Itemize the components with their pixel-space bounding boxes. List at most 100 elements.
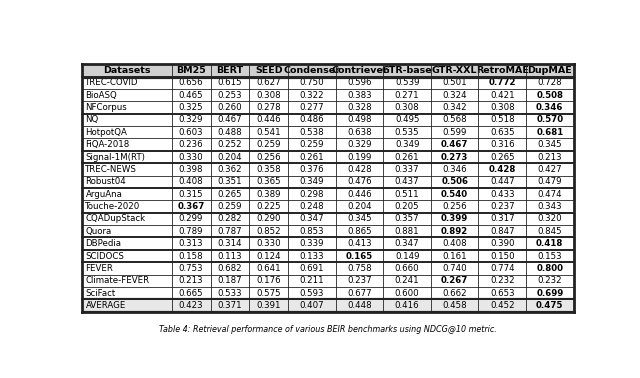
Text: 0.322: 0.322 <box>300 91 324 100</box>
Text: 0.267: 0.267 <box>441 276 468 285</box>
Text: 0.660: 0.660 <box>395 264 419 273</box>
Text: 0.627: 0.627 <box>257 78 281 87</box>
Text: 0.465: 0.465 <box>179 91 204 100</box>
Text: 0.367: 0.367 <box>177 202 205 211</box>
Text: 0.204: 0.204 <box>218 153 243 161</box>
Text: 0.428: 0.428 <box>488 165 516 174</box>
Text: 0.328: 0.328 <box>348 103 372 112</box>
Text: 0.315: 0.315 <box>179 190 204 199</box>
Text: 0.371: 0.371 <box>218 301 243 310</box>
Text: 0.165: 0.165 <box>346 251 373 260</box>
Text: 0.204: 0.204 <box>348 202 372 211</box>
Text: BM25: BM25 <box>176 66 206 75</box>
Text: 0.677: 0.677 <box>348 289 372 297</box>
Text: 0.308: 0.308 <box>490 103 515 112</box>
Text: 0.213: 0.213 <box>538 153 562 161</box>
Text: 0.347: 0.347 <box>300 214 324 223</box>
Text: CQADupStack: CQADupStack <box>86 214 145 223</box>
Text: 0.314: 0.314 <box>218 239 243 248</box>
Text: 0.408: 0.408 <box>442 239 467 248</box>
Text: Condenser: Condenser <box>284 66 340 75</box>
Text: Climate-FEVER: Climate-FEVER <box>86 276 150 285</box>
Text: 0.256: 0.256 <box>257 153 281 161</box>
Text: 0.638: 0.638 <box>348 128 372 137</box>
Text: 0.433: 0.433 <box>490 190 515 199</box>
Text: 0.265: 0.265 <box>490 153 515 161</box>
Text: 0.511: 0.511 <box>395 190 419 199</box>
Text: 0.600: 0.600 <box>395 289 419 297</box>
Text: GTR-base: GTR-base <box>382 66 433 75</box>
Text: 0.506: 0.506 <box>441 177 468 186</box>
Bar <box>83 64 573 77</box>
Text: 0.273: 0.273 <box>441 153 468 161</box>
Text: 0.298: 0.298 <box>300 190 324 199</box>
Text: 0.437: 0.437 <box>395 177 419 186</box>
Text: 0.225: 0.225 <box>257 202 281 211</box>
Text: 0.308: 0.308 <box>395 103 419 112</box>
Text: 0.365: 0.365 <box>257 177 281 186</box>
Text: 0.421: 0.421 <box>490 91 515 100</box>
Text: TREC-COVID: TREC-COVID <box>86 78 139 87</box>
Text: 0.199: 0.199 <box>348 153 372 161</box>
Text: 0.847: 0.847 <box>490 227 515 236</box>
Text: SEED: SEED <box>255 66 283 75</box>
Text: 0.161: 0.161 <box>442 251 467 260</box>
Text: 0.124: 0.124 <box>257 251 281 260</box>
Text: 0.313: 0.313 <box>179 239 204 248</box>
Text: 0.635: 0.635 <box>490 128 515 137</box>
Text: 0.259: 0.259 <box>218 202 242 211</box>
Text: 0.330: 0.330 <box>257 239 281 248</box>
Text: GTR-XXL: GTR-XXL <box>432 66 477 75</box>
Text: 0.362: 0.362 <box>218 165 243 174</box>
Text: 0.256: 0.256 <box>442 202 467 211</box>
Text: 0.641: 0.641 <box>257 264 281 273</box>
Text: 0.535: 0.535 <box>395 128 419 137</box>
Text: Quora: Quora <box>86 227 112 236</box>
Text: 0.446: 0.446 <box>348 190 372 199</box>
Text: RetroMAE: RetroMAE <box>476 66 529 75</box>
Text: 0.213: 0.213 <box>179 276 204 285</box>
Text: 0.758: 0.758 <box>348 264 372 273</box>
Text: 0.390: 0.390 <box>490 239 515 248</box>
Text: 0.330: 0.330 <box>179 153 204 161</box>
Text: 0.772: 0.772 <box>488 78 516 87</box>
Text: 0.852: 0.852 <box>257 227 281 236</box>
Text: NQ: NQ <box>86 115 99 124</box>
Text: 0.346: 0.346 <box>442 165 467 174</box>
Text: BERT: BERT <box>216 66 243 75</box>
Text: 0.259: 0.259 <box>300 140 324 149</box>
Text: ArguAna: ArguAna <box>86 190 122 199</box>
Text: 0.498: 0.498 <box>348 115 372 124</box>
Text: 0.205: 0.205 <box>395 202 419 211</box>
Text: 0.150: 0.150 <box>490 251 515 260</box>
Text: 0.329: 0.329 <box>179 115 204 124</box>
Text: 0.458: 0.458 <box>442 301 467 310</box>
Text: 0.427: 0.427 <box>538 165 562 174</box>
Text: 0.357: 0.357 <box>395 214 419 223</box>
Text: Datasets: Datasets <box>103 66 151 75</box>
Text: HotpotQA: HotpotQA <box>86 128 127 137</box>
Text: BioASQ: BioASQ <box>86 91 117 100</box>
Text: 0.237: 0.237 <box>348 276 372 285</box>
Text: 0.236: 0.236 <box>179 140 204 149</box>
Text: 0.349: 0.349 <box>300 177 324 186</box>
Text: 0.533: 0.533 <box>218 289 243 297</box>
Text: NFCorpus: NFCorpus <box>86 103 127 112</box>
Text: 0.615: 0.615 <box>218 78 243 87</box>
Text: 0.345: 0.345 <box>538 140 562 149</box>
Text: 0.158: 0.158 <box>179 251 204 260</box>
Text: 0.278: 0.278 <box>257 103 281 112</box>
Text: 0.320: 0.320 <box>538 214 562 223</box>
Text: 0.495: 0.495 <box>395 115 419 124</box>
Text: 0.599: 0.599 <box>442 128 467 137</box>
Text: 0.407: 0.407 <box>300 301 324 310</box>
Text: DupMAE: DupMAE <box>527 66 572 75</box>
Text: 0.656: 0.656 <box>179 78 204 87</box>
Text: FiQA-2018: FiQA-2018 <box>86 140 130 149</box>
Text: 0.541: 0.541 <box>257 128 281 137</box>
Text: 0.596: 0.596 <box>348 78 372 87</box>
Text: 0.408: 0.408 <box>179 177 204 186</box>
Text: 0.349: 0.349 <box>395 140 419 149</box>
Text: 0.316: 0.316 <box>490 140 515 149</box>
Text: 0.248: 0.248 <box>300 202 324 211</box>
